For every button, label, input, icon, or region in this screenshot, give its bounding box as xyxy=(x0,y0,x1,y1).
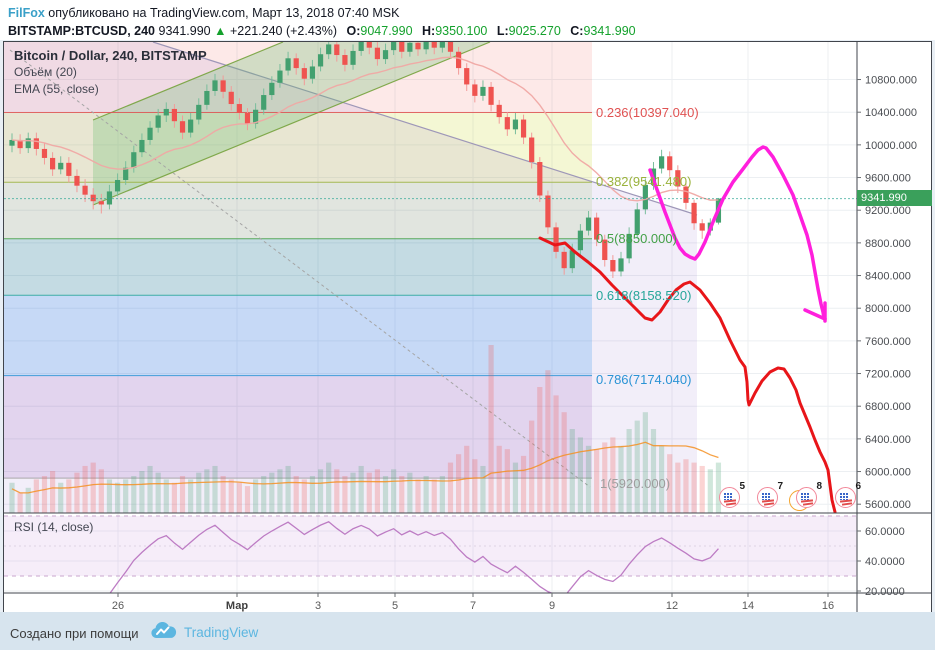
fib-level-label: 0.618(8158.520) xyxy=(596,288,692,303)
price-axis-label: 10000.000 xyxy=(865,140,917,152)
price-axis-label: 7600.000 xyxy=(865,336,911,348)
tradingview-logo-icon[interactable] xyxy=(150,621,178,646)
ema-line xyxy=(11,56,719,202)
price-axis-label: 9200.000 xyxy=(865,205,911,217)
price-axis-label: 10400.000 xyxy=(865,107,917,119)
flag-canton xyxy=(800,492,809,500)
rsi-axis-label: 20.0000 xyxy=(865,586,905,598)
time-axis-label: 12 xyxy=(666,600,678,612)
us-economic-events-icon[interactable]: 6 xyxy=(835,481,861,509)
footer-bar: Создано при помощи TradingView xyxy=(0,612,935,650)
tradingview-brand-link[interactable]: TradingView xyxy=(184,625,259,640)
fib-level-label: 0.786(7174.040) xyxy=(596,372,692,387)
fib-level-label: 0.5(8850.000) xyxy=(596,231,677,246)
time-axis-label: 16 xyxy=(822,600,834,612)
flag-canton xyxy=(761,492,770,500)
chart-canvas[interactable]: 10800.000 10400.000 10000.000 9600.000 9200.… xyxy=(4,42,931,612)
time-axis-label: Мар xyxy=(226,600,248,612)
event-count: 6 xyxy=(855,481,861,492)
open-value: 9047.990 xyxy=(360,24,413,38)
symbol-line: BITSTAMP:BTCUSD, 240 9341.990 ▲ +221.240… xyxy=(8,22,928,40)
legend-ema-study[interactable]: EMA (55, close) xyxy=(14,82,99,96)
price-change: +221.240 (+2.43%) xyxy=(229,24,338,38)
volume-ma-line xyxy=(11,441,719,494)
us-economic-events-icon[interactable]: 8 xyxy=(789,481,822,511)
flag-canton xyxy=(723,492,732,500)
volume-bars xyxy=(9,345,722,513)
low-value: 9025.270 xyxy=(508,24,561,38)
time-axis[interactable]: 26 Мар 3 5 7 9 12 14 16 xyxy=(112,593,834,612)
symbol-name[interactable]: BITSTAMP:BTCUSD, 240 xyxy=(8,24,156,38)
us-economic-events-icon[interactable]: 5 xyxy=(719,481,745,509)
chart-frame[interactable]: 10800.000 10400.000 10000.000 9600.000 9200.… xyxy=(3,41,932,613)
legend-symbol[interactable]: Bitcoin / Dollar, 240, BITSTAMP xyxy=(14,48,207,63)
legend-volume-study[interactable]: Объём (20) xyxy=(14,65,77,79)
price-axis-label: 8000.000 xyxy=(865,303,911,315)
time-axis-label: 14 xyxy=(742,600,754,612)
us-economic-events-icon[interactable]: 7 xyxy=(757,481,783,509)
candles-layer xyxy=(9,42,722,278)
published-text: опубликовано на TradingView.com, Март 13… xyxy=(44,6,400,20)
last-price-tag: 9341.990 xyxy=(857,190,932,206)
time-axis-label: 9 xyxy=(549,600,555,612)
event-count: 8 xyxy=(816,481,822,492)
rsi-axis-label: 60.0000 xyxy=(865,526,905,538)
high-label: H: xyxy=(422,24,436,38)
time-axis-label: 26 xyxy=(112,600,124,612)
price-axis-label: 6800.000 xyxy=(865,401,911,413)
low-label: L: xyxy=(496,24,509,38)
open-label: O: xyxy=(346,24,361,38)
price-axis-label: 9600.000 xyxy=(865,173,911,185)
event-count: 7 xyxy=(777,481,783,492)
author-link[interactable]: FilFox xyxy=(8,6,45,20)
published-line: FilFox опубликовано на TradingView.com, … xyxy=(8,4,928,22)
time-axis-label: 7 xyxy=(470,600,476,612)
last-price: 9341.990 xyxy=(158,24,211,38)
up-arrow-icon: ▲ xyxy=(214,24,227,38)
magenta-forecast-line xyxy=(648,145,826,320)
high-value: 9350.100 xyxy=(435,24,488,38)
price-axis-label: 6000.000 xyxy=(865,467,911,479)
rsi-pane[interactable] xyxy=(4,515,857,609)
time-axis-label: 5 xyxy=(392,600,398,612)
price-axis-label: 8400.000 xyxy=(865,271,911,283)
time-axis-label: 3 xyxy=(315,600,321,612)
chart-legend: Bitcoin / Dollar, 240, BITSTAMP Объём (2… xyxy=(14,47,207,98)
fib-level-label: 1(5920.000) xyxy=(600,476,671,491)
close-label: C: xyxy=(570,24,584,38)
price-axis-label: 7200.000 xyxy=(865,369,911,381)
rsi-axis-label: 40.0000 xyxy=(865,556,905,568)
price-axis[interactable]: 10800.000 10400.000 10000.000 9600.000 9200.… xyxy=(857,75,917,598)
price-axis-label: 5600.000 xyxy=(865,499,911,511)
footer-text: Создано при помощи xyxy=(10,626,139,641)
main-pane[interactable] xyxy=(4,42,857,513)
event-count: 5 xyxy=(739,481,745,492)
snapshot-header: FilFox опубликовано на TradingView.com, … xyxy=(8,4,928,40)
flag-canton xyxy=(839,492,848,500)
close-value: 9341.990 xyxy=(583,24,636,38)
price-axis-label: 10800.000 xyxy=(865,75,917,87)
red-forecast-line xyxy=(538,236,837,513)
fib-level-label: 0.382(9541.480) xyxy=(596,174,692,189)
rsi-legend[interactable]: RSI (14, close) xyxy=(14,520,94,534)
fib-level-label: 0.236(10397.040) xyxy=(596,105,699,120)
price-axis-label: 8800.000 xyxy=(865,238,911,250)
rsi-line xyxy=(109,521,719,593)
price-axis-label: 6400.000 xyxy=(865,434,911,446)
